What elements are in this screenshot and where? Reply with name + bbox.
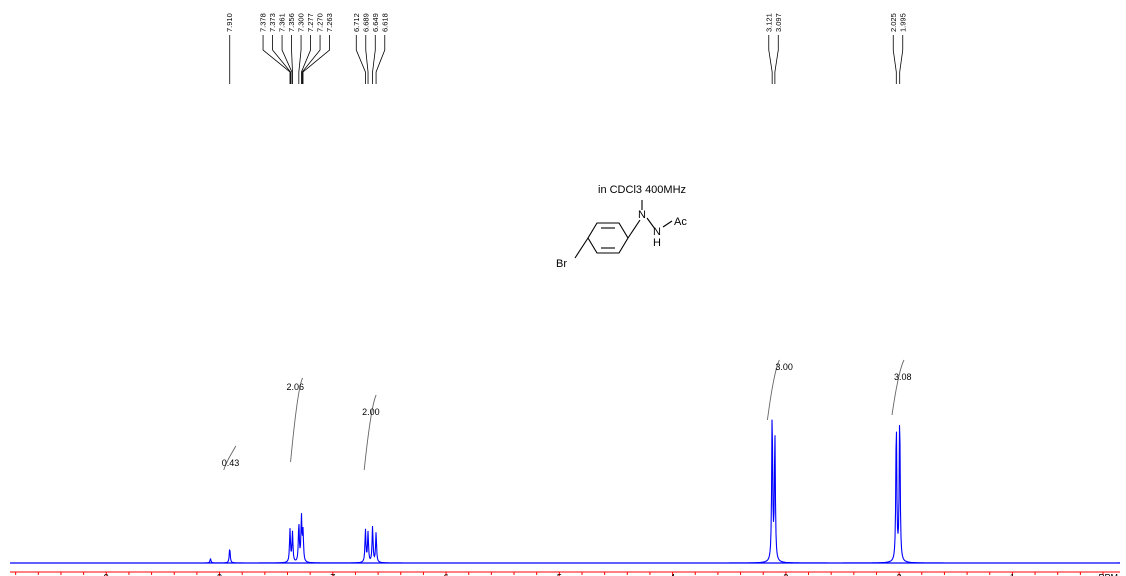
spectrum-trace bbox=[10, 419, 1120, 564]
br-label: Br bbox=[556, 258, 567, 270]
peak-value-label: 3.097 bbox=[774, 13, 783, 32]
h-label: H bbox=[653, 237, 661, 249]
nitrogen-label: N bbox=[638, 209, 646, 221]
peak-label-connector bbox=[272, 35, 291, 84]
peak-value-label: 2.025 bbox=[889, 13, 898, 32]
peak-value-label: 1.995 bbox=[898, 13, 907, 32]
integral-curve bbox=[223, 445, 237, 471]
integration-value-label: 0.43 bbox=[222, 458, 240, 468]
peak-value-label: 7.356 bbox=[287, 13, 296, 32]
x-tick-label: 6 bbox=[444, 572, 449, 576]
peak-label-connector bbox=[291, 35, 293, 84]
nh-label: N bbox=[653, 226, 661, 238]
x-tick-label: 8 bbox=[217, 572, 222, 576]
molecule-structure: Br N N H Ac bbox=[556, 200, 687, 270]
peak-label-connector bbox=[281, 35, 293, 84]
peak-value-label: 7.373 bbox=[268, 13, 277, 32]
x-tick-label: 9 bbox=[104, 572, 109, 576]
peak-value-label: 7.910 bbox=[225, 13, 234, 32]
peak-value-label: 7.263 bbox=[325, 13, 334, 32]
peak-value-label: 7.361 bbox=[278, 13, 287, 32]
peak-value-label: 7.300 bbox=[297, 13, 306, 32]
peak-value-label: 6.689 bbox=[361, 13, 370, 32]
peak-label-connector bbox=[301, 35, 311, 84]
peak-label-connector bbox=[298, 35, 302, 84]
integral-layer: 0.43 2.06 2.00 3.00 3.08 bbox=[222, 359, 912, 471]
peak-label-connector bbox=[355, 35, 366, 84]
integration-value-label: 3.08 bbox=[894, 372, 912, 382]
x-axis-unit-label: PPM bbox=[1098, 572, 1118, 576]
integration-value-label: 2.00 bbox=[362, 407, 380, 417]
acetyl-label: Ac bbox=[674, 216, 687, 228]
peak-label-connector bbox=[768, 35, 773, 84]
peak-label-connector bbox=[301, 35, 321, 84]
x-tick-label: 4 bbox=[670, 572, 675, 576]
integration-value-label: 3.00 bbox=[775, 362, 793, 372]
x-tick-label: 2 bbox=[897, 572, 902, 576]
x-tick-label: 5 bbox=[557, 572, 562, 576]
integration-value-label: 2.06 bbox=[287, 382, 305, 392]
integral-curve bbox=[363, 394, 377, 471]
peak-label-connector bbox=[899, 35, 904, 84]
integral-curve bbox=[766, 359, 780, 421]
peak-label-connector bbox=[892, 35, 897, 84]
peak-label-connector bbox=[365, 35, 369, 84]
peak-label-connector bbox=[372, 35, 376, 84]
peak-value-label: 7.277 bbox=[306, 13, 315, 32]
integral-curve bbox=[891, 359, 905, 416]
peak-value-label: 7.270 bbox=[316, 13, 325, 32]
peak-label-connector bbox=[302, 35, 330, 84]
peak-label-connector bbox=[262, 35, 291, 84]
x-tick-label: 1 bbox=[1010, 572, 1015, 576]
peak-value-label: 3.121 bbox=[764, 13, 773, 32]
axis-tick-layer: 9 8 7 6 5 4 3 2 1 PPM bbox=[15, 572, 1118, 576]
integral-curve bbox=[290, 377, 303, 463]
peak-label-connector bbox=[375, 35, 386, 84]
peak-value-label: 6.712 bbox=[352, 13, 361, 32]
peak-label-layer: 7.910 7.378 7.373 7.361 7.356 7.300 7.277 7.270… bbox=[225, 13, 907, 84]
x-tick-label: 7 bbox=[330, 572, 335, 576]
peak-label-connector bbox=[774, 35, 779, 84]
peak-value-label: 7.378 bbox=[259, 13, 268, 32]
peak-value-label: 6.618 bbox=[380, 13, 389, 32]
peak-value-label: 6.649 bbox=[371, 13, 380, 32]
solvent-caption: in CDCl3 400MHz bbox=[598, 184, 687, 196]
x-tick-label: 3 bbox=[783, 572, 788, 576]
